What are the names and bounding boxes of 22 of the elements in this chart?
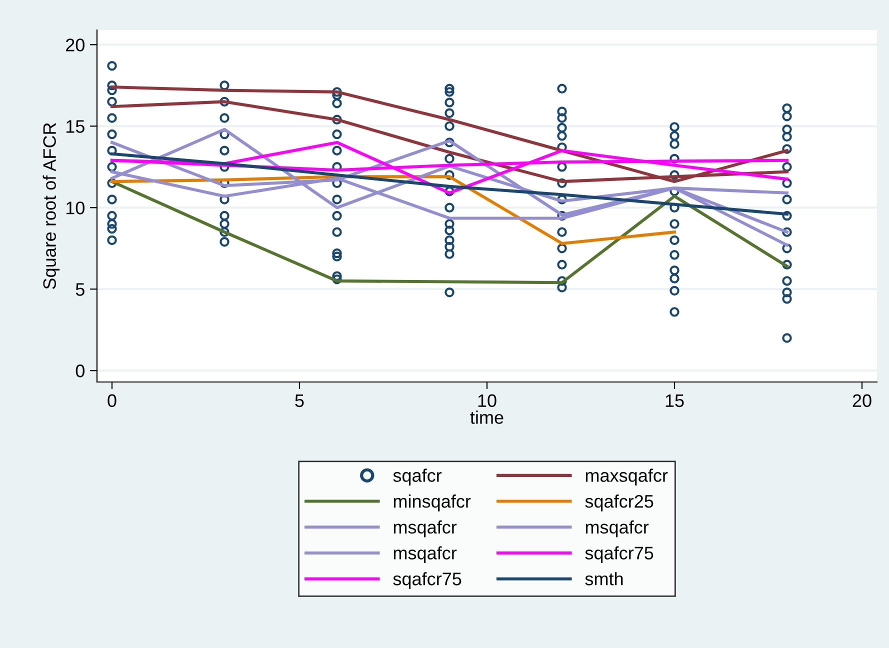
legend-label: maxsqafcr	[586, 468, 668, 486]
legend-label: msqafcr	[394, 546, 457, 564]
y-tick-label: 15	[66, 120, 84, 133]
x-axis-title: time	[470, 410, 504, 424]
y-tick-label: 20	[66, 38, 84, 52]
x-tick-label: 20	[852, 394, 872, 408]
x-tick-label: 5	[295, 394, 304, 408]
legend-label: sqafcr	[393, 468, 442, 486]
y-tick-label: 5	[76, 283, 84, 296]
y-axis-title: Square root of AFCR	[42, 123, 60, 289]
legend-label: sqafcr25	[585, 494, 654, 512]
x-tick-label: 15	[666, 394, 684, 408]
y-tick-label: 0	[76, 364, 84, 378]
legend-label: sqafcr75	[585, 546, 654, 564]
legend-label: msqafcr	[394, 520, 457, 538]
y-tick-label: 10	[66, 202, 84, 214]
legend-label: sqafcr75	[393, 572, 462, 589]
legend-label: smth	[585, 572, 623, 586]
legend-label: minsqafcr	[394, 494, 471, 512]
x-tick-label: 10	[478, 394, 496, 408]
x-tick-label: 0	[108, 394, 116, 408]
legend-label: msqafcr	[586, 520, 649, 538]
